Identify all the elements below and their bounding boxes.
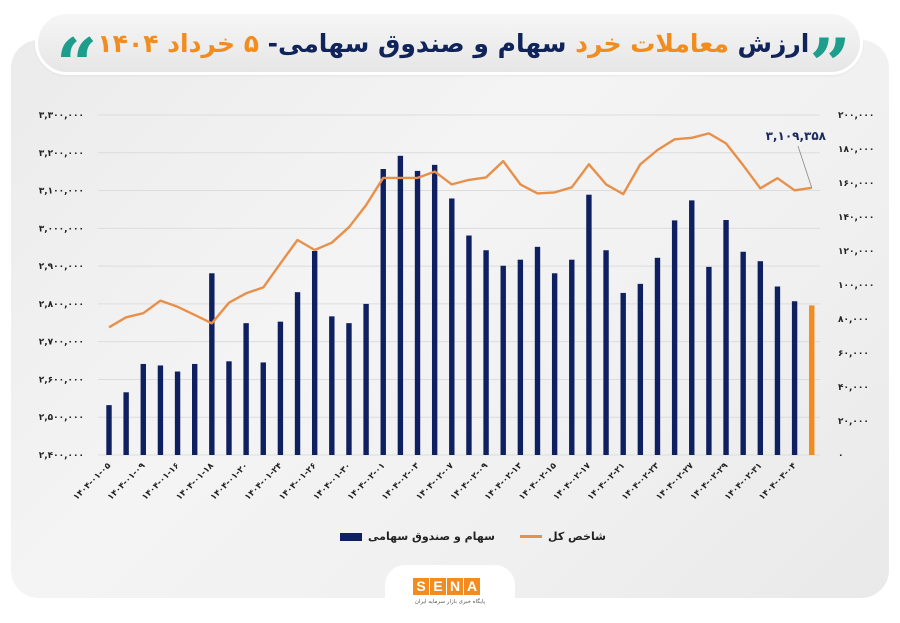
bar (363, 303, 369, 455)
legend-line-swatch (520, 535, 542, 538)
bar (192, 363, 198, 455)
right-axis-tick: ۱۰۰,۰۰۰ (838, 281, 874, 291)
bar (689, 200, 695, 455)
right-axis-tick: ۱۸۰,۰۰۰ (838, 145, 874, 155)
bar (311, 251, 318, 455)
chart-title: ارزش معاملات خرد سهام و صندوق سهامی- ۵ خ… (97, 29, 809, 58)
right-axis-tick: ۶۰,۰۰۰ (838, 349, 869, 359)
bar (123, 392, 129, 455)
right-axis-tick: ۲۰۰,۰۰۰ (838, 111, 874, 121)
title-part-2: معاملات خرد (566, 28, 729, 58)
right-axis-tick: ۱۴۰,۰۰۰ (838, 213, 874, 223)
index-line (108, 132, 812, 329)
logo-subtitle: پایگاه خبری بازار سرمایه ایران (414, 599, 486, 605)
logo-letter: N (447, 578, 463, 595)
bar (671, 220, 678, 455)
bar (723, 220, 729, 455)
bar (226, 361, 232, 455)
title-part-1: ارزش (728, 28, 810, 58)
logo-letter: A (464, 578, 480, 595)
bar (551, 273, 558, 455)
bar (431, 164, 438, 455)
bar (380, 169, 386, 455)
left-axis-tick: ۲,۸۰۰,۰۰۰ (39, 300, 84, 310)
right-axis-tick: ۱۲۰,۰۰۰ (838, 247, 874, 257)
left-axis-tick: ۲,۵۰۰,۰۰۰ (39, 413, 84, 423)
left-axis-tick: ۳,۰۰۰,۰۰۰ (39, 224, 84, 234)
legend-line-label: شاخص کل (548, 530, 606, 543)
bar (174, 371, 181, 455)
bar (346, 323, 352, 455)
left-axis-tick: ۲,۷۰۰,۰۰۰ (39, 338, 84, 348)
title-part-3: سهام و صندوق سهامی- (258, 28, 567, 58)
bar (603, 250, 609, 455)
right-axis-tick: ۴۰,۰۰۰ (838, 383, 869, 393)
bar (277, 321, 284, 455)
bar (466, 235, 472, 455)
bar (449, 198, 455, 455)
legend-item-bars: سهام و صندوق سهامی (340, 530, 495, 543)
right-axis-tick: ۰ (838, 451, 844, 461)
bar (500, 265, 506, 455)
left-axis-tick: ۳,۲۰۰,۰۰۰ (39, 149, 84, 159)
sena-logo: S E N A (413, 578, 480, 595)
legend-bars-swatch (340, 532, 362, 541)
bar (791, 301, 798, 455)
right-axis-tick: ۸۰,۰۰۰ (838, 315, 869, 325)
logo-letter: E (430, 578, 446, 595)
bar (294, 292, 301, 455)
left-axis-tick: ۲,۴۰۰,۰۰۰ (39, 451, 84, 461)
title-banner: “ ارزش معاملات خرد سهام و صندوق سهامی- ۵… (35, 11, 863, 101)
right-axis-tick: ۱۶۰,۰۰۰ (838, 179, 874, 189)
bar (654, 257, 661, 455)
bar (209, 273, 215, 455)
bar (414, 170, 421, 455)
legend-item-line: شاخص کل (520, 530, 606, 543)
left-axis-tick: ۳,۳۰۰,۰۰۰ (39, 111, 84, 121)
bar (586, 194, 592, 455)
bar (106, 405, 112, 455)
bar (774, 286, 781, 455)
bar (517, 259, 524, 455)
bar (637, 283, 644, 455)
logo-letter: S (413, 578, 429, 595)
bar (620, 292, 626, 455)
right-axis-tick: ۲۰,۰۰۰ (838, 417, 869, 427)
annotation-label: ۳,۱۰۹,۳۵۸ (766, 129, 827, 143)
legend-bars-label: سهام و صندوق سهامی (368, 530, 495, 543)
bar (157, 365, 164, 455)
chart-legend: سهام و صندوق سهامی شاخص کل (0, 530, 900, 550)
bar (740, 251, 746, 455)
left-axis-tick: ۲,۶۰۰,۰۰۰ (39, 375, 84, 385)
bar (397, 155, 404, 456)
bar (260, 362, 266, 455)
bar (706, 266, 712, 455)
bar (757, 261, 764, 455)
highlight-bar (809, 305, 815, 455)
left-axis-tick: ۳,۱۰۰,۰۰۰ (39, 187, 84, 197)
bar (483, 250, 489, 455)
bar (243, 323, 249, 455)
bar (329, 316, 335, 455)
annotation-leader-line (797, 145, 813, 188)
bar (569, 259, 575, 455)
bar (140, 363, 146, 455)
bar (534, 246, 541, 455)
left-axis-tick: ۲,۹۰۰,۰۰۰ (39, 262, 84, 272)
title-part-4: ۵ خرداد ۱۴۰۴ (97, 28, 259, 58)
